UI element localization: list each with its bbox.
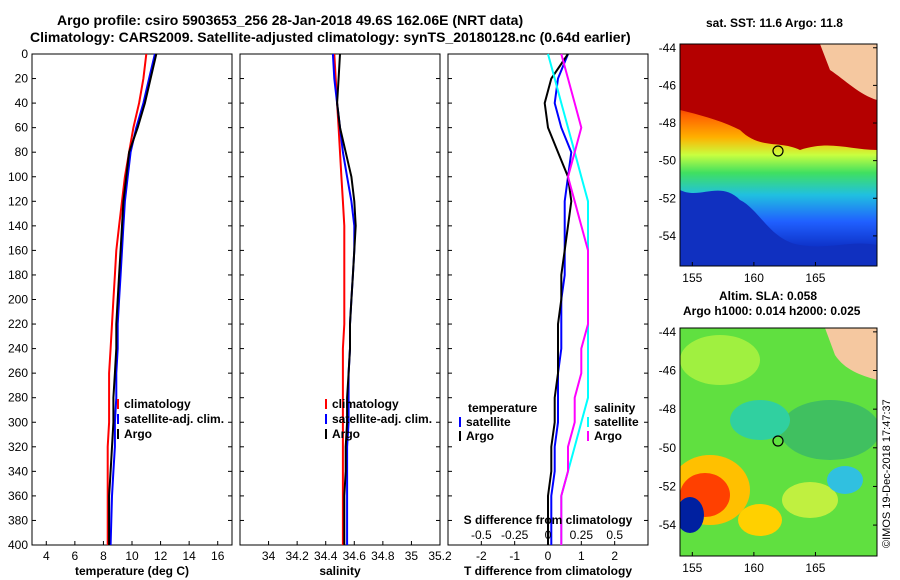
x-tick-label: 1 (578, 549, 585, 563)
depth-tick-label: 0 (21, 47, 28, 61)
argo-location-marker-sla (772, 435, 784, 447)
timestamp-stamp: ©IMOS 19-Dec-2018 17:47:37 (881, 399, 893, 548)
title-line-2: Climatology: CARS2009. Satellite-adjuste… (30, 29, 631, 45)
x-tick-label: 35 (405, 549, 419, 563)
legend-label: satellite (594, 415, 639, 429)
map-y-tick-label: -54 (659, 229, 677, 243)
map-x-tick-label: 165 (805, 271, 825, 285)
depth-tick-label: 120 (8, 194, 28, 208)
map-y-tick-label: -46 (659, 364, 677, 378)
map-y-tick-label: -44 (659, 41, 677, 55)
map-x-tick-label: 155 (682, 271, 702, 285)
depth-tick-label: 20 (15, 72, 29, 86)
depth-tick-label: 360 (8, 489, 28, 503)
legend-label: Argo (124, 427, 152, 441)
depth-tick-label: 400 (8, 538, 28, 552)
x-tick-label: 0 (545, 549, 552, 563)
map-x-tick-label: 165 (805, 561, 825, 575)
map-x-tick-label: 155 (682, 561, 702, 575)
map-x-tick-label: 160 (744, 561, 764, 575)
map-y-tick-label: -46 (659, 78, 677, 92)
depth-tick-label: 380 (8, 513, 28, 527)
x-axis-label-s-difference: S difference from climatology (464, 513, 633, 527)
depth-tick-label: 180 (8, 268, 28, 282)
sst-map-title: sat. SST: 11.6 Argo: 11.8 (706, 16, 843, 30)
map-y-tick-label: -44 (659, 325, 677, 339)
x-tick-label: 34.4 (314, 549, 338, 563)
map-y-tick-label: -48 (659, 116, 677, 130)
x2-tick-label: 0.5 (606, 528, 623, 542)
depth-tick-label: 320 (8, 440, 28, 454)
series-line-climatology (333, 53, 346, 545)
legend-label: satellite (466, 415, 511, 429)
x-tick-label: 34.2 (285, 549, 309, 563)
x-tick-label: 14 (182, 549, 196, 563)
depth-tick-label: 340 (8, 464, 28, 478)
x-tick-label: 34 (262, 549, 276, 563)
sla-map (680, 328, 877, 556)
x-tick-label: -1 (509, 549, 520, 563)
x-tick-label: 10 (125, 549, 139, 563)
x2-tick-label: 0.25 (570, 528, 594, 542)
depth-tick-label: 60 (15, 121, 29, 135)
x-axis-label-salinity: salinity (319, 564, 361, 578)
depth-tick-label: 80 (15, 145, 29, 159)
depth-tick-label: 200 (8, 293, 28, 307)
argo-location-marker (772, 145, 784, 157)
legend-label: Argo (594, 429, 622, 443)
sla-map-title-2: Argo h1000: 0.014 h2000: 0.025 (683, 304, 861, 318)
x-axis-label-difference: T difference from climatology (464, 564, 632, 578)
x-tick-label: 4 (43, 549, 50, 563)
series-line-temperature-argo (543, 53, 573, 545)
x-tick-label: 16 (211, 549, 225, 563)
x-tick-label: 2 (611, 549, 618, 563)
depth-tick-label: 160 (8, 243, 28, 257)
map-y-tick-label: -50 (659, 154, 677, 168)
sst-map (680, 44, 877, 266)
legend-title-temperature: temperature (468, 401, 538, 415)
series-line-salinity-argo (560, 53, 589, 545)
map-y-tick-label: -48 (659, 402, 677, 416)
map-y-tick-label: -54 (659, 518, 677, 532)
legend-label: climatology (124, 397, 191, 411)
depth-tick-label: 220 (8, 317, 28, 331)
series-line-argo (108, 53, 158, 545)
depth-tick-label: 140 (8, 219, 28, 233)
legend-label: Argo (332, 427, 360, 441)
x2-tick-label: -0.25 (501, 528, 529, 542)
plot-frame-temperature (31, 53, 233, 546)
map-y-tick-label: -52 (659, 479, 677, 493)
x-tick-label: 6 (72, 549, 79, 563)
title-line-1: Argo profile: csiro 5903653_256 28-Jan-2… (57, 12, 524, 28)
depth-tick-label: 300 (8, 415, 28, 429)
x-tick-label: -2 (476, 549, 487, 563)
series-line-argo (336, 53, 357, 545)
legend-label: Argo (466, 429, 494, 443)
depth-tick-label: 100 (8, 170, 28, 184)
map-y-tick-label: -50 (659, 441, 677, 455)
x-tick-label: 34.8 (371, 549, 395, 563)
depth-tick-label: 280 (8, 391, 28, 405)
x2-tick-label: 0 (545, 528, 552, 542)
x-tick-label: 12 (154, 549, 168, 563)
land-shape (820, 44, 877, 100)
depth-tick-label: 40 (15, 96, 29, 110)
x-tick-label: 34.6 (343, 549, 367, 563)
x-axis-label-temperature: temperature (deg C) (75, 564, 189, 578)
map-y-tick-label: -52 (659, 191, 677, 205)
legend-title-salinity: salinity (594, 401, 636, 415)
depth-tick-label: 240 (8, 342, 28, 356)
series-line-temperature-satellite (550, 53, 573, 545)
map-x-tick-label: 160 (744, 271, 764, 285)
legend-label: satellite-adj. clim. (124, 412, 224, 426)
x2-tick-label: -0.5 (471, 528, 492, 542)
x-tick-label: 8 (100, 549, 107, 563)
sla-map-title-1: Altim. SLA: 0.058 (719, 289, 817, 303)
legend-label: satellite-adj. clim. (332, 412, 432, 426)
legend-label: climatology (332, 397, 399, 411)
depth-tick-label: 260 (8, 366, 28, 380)
x-tick-label: 35.2 (428, 549, 452, 563)
series-line-climatology (106, 53, 148, 545)
